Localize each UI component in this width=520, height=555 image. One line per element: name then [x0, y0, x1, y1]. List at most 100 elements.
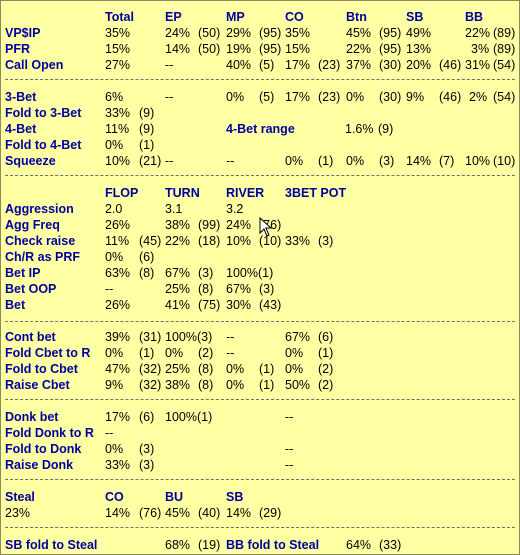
- stat-value: 41%: [165, 298, 191, 312]
- stat-row-raise-donk: Raise Donk 33% (3) --: [5, 457, 515, 473]
- stat-value: 10%: [226, 234, 252, 248]
- stat-value: 0%: [285, 362, 304, 376]
- stat-value: 0%: [346, 90, 365, 104]
- stat-value: 39%: [105, 330, 131, 344]
- stat-count: (89): [493, 42, 516, 56]
- stat-count: (9): [139, 122, 155, 136]
- stat-row-vpip: VP$IP 35% 24% (50) 29% (95) 35% 45% (95)…: [5, 25, 515, 41]
- stat-row-bet-oop: Bet OOP -- 25% (8) 67% (3): [5, 281, 515, 297]
- stat-value: 2%: [469, 90, 488, 104]
- stat-value: 0%: [346, 154, 365, 168]
- stat-value: 2.0: [105, 202, 123, 216]
- stat-value: 22%: [465, 26, 491, 40]
- stat-value: 67%: [226, 282, 252, 296]
- stat-count: (30): [379, 90, 402, 104]
- stat-count: (76): [139, 506, 162, 520]
- stat-value: 67%: [165, 266, 191, 280]
- stat-row-call-open: Call Open 27% -- 40% (5) 17% (23) 37% (3…: [5, 57, 515, 73]
- stat-label: Agg Freq: [5, 218, 60, 232]
- stat-count: (95): [379, 26, 402, 40]
- header-flop: FLOP: [105, 186, 139, 200]
- stat-count: (3): [379, 154, 395, 168]
- stat-value: 3.2: [226, 202, 244, 216]
- stat-value: 13%: [406, 42, 432, 56]
- stat-label: VP$IP: [5, 26, 41, 40]
- stat-value: 38%: [165, 378, 191, 392]
- steal-header-row: Steal CO BU SB: [5, 489, 515, 505]
- stat-label: 4-Bet: [5, 122, 37, 136]
- stat-count: (21): [139, 154, 162, 168]
- header-bu: BU: [165, 490, 184, 504]
- stat-value: 50%: [285, 378, 311, 392]
- stat-count: (95): [379, 42, 402, 56]
- stat-value: 27%: [105, 58, 131, 72]
- stat-value: 11%: [105, 234, 130, 248]
- stat-value: 33%: [105, 106, 131, 120]
- stat-count: (1): [318, 154, 334, 168]
- header-btn: Btn: [346, 10, 367, 24]
- stat-value: 30%: [226, 298, 252, 312]
- stat-value: 0%: [285, 154, 304, 168]
- stat-label: Bet OOP: [5, 282, 57, 296]
- stat-count: (6): [139, 250, 155, 264]
- stat-count: (8): [198, 362, 214, 376]
- stat-label: Fold to Donk: [5, 442, 82, 456]
- stat-value: --: [285, 410, 294, 424]
- stat-label: Aggression: [5, 202, 74, 216]
- stat-count: (50): [198, 42, 221, 56]
- stat-count: (23): [318, 58, 341, 72]
- stat-value: 33%: [285, 234, 311, 248]
- stat-value: --: [165, 154, 174, 168]
- stat-count: (43): [259, 298, 282, 312]
- stat-count: (54): [493, 58, 516, 72]
- section-divider: [5, 321, 515, 322]
- stat-count: (3): [139, 442, 155, 456]
- stat-value: 0%: [105, 346, 124, 360]
- stat-value: 40%: [226, 58, 252, 72]
- stat-count: (1): [139, 346, 155, 360]
- stat-value: 0%: [226, 362, 245, 376]
- stat-value: 63%: [105, 266, 131, 280]
- stat-row-agg-freq: Agg Freq 26% 38% (99) 24% (76): [5, 217, 515, 233]
- stat-value: 20%: [406, 58, 432, 72]
- stat-count: (2): [198, 346, 214, 360]
- stat-row-donk-bet: Donk bet 17% (6) 100%(1) --: [5, 409, 515, 425]
- stat-label: Raise Donk: [5, 458, 74, 472]
- stat-count: (1): [259, 378, 275, 392]
- stat-value: 64%: [346, 538, 372, 552]
- stat-value: --: [226, 346, 235, 360]
- stat-label: Ch/R as PRF: [5, 250, 81, 264]
- stat-row-fold-donk-to-r: Fold Donk to R --: [5, 425, 515, 441]
- stat-count: (46): [439, 90, 462, 104]
- stat-value: 26%: [105, 298, 131, 312]
- header-sb: SB: [406, 10, 424, 24]
- stat-count: (31): [139, 330, 162, 344]
- header-river: RIVER: [226, 186, 265, 200]
- stat-count: (6): [139, 410, 155, 424]
- stat-count: (9): [378, 122, 394, 136]
- stat-label: Raise Cbet: [5, 378, 70, 392]
- stat-label: 3-Bet: [5, 90, 37, 104]
- stat-count: (32): [139, 362, 162, 376]
- stat-value: 25%: [165, 282, 191, 296]
- stat-count: (1): [259, 362, 275, 376]
- stat-count: (3): [198, 266, 214, 280]
- stat-row-steal-values: 23% 14% (76) 45% (40) 14% (29): [5, 505, 515, 521]
- stat-count: (33): [379, 538, 402, 552]
- stat-label: Squeeze: [5, 154, 56, 168]
- stat-count: (89): [493, 26, 516, 40]
- stat-row-4bet: 4-Bet 11% (9) 4-Bet range 1.6% (9): [5, 121, 515, 137]
- stat-count: (46): [439, 58, 462, 72]
- stat-count: (8): [198, 282, 214, 296]
- stat-value: 10%: [465, 154, 491, 168]
- stat-value: 6%: [105, 90, 124, 104]
- stat-count: (6): [318, 330, 334, 344]
- stat-count: (54): [493, 90, 516, 104]
- stat-value: 1.6%: [345, 122, 374, 136]
- stat-row-fold-to-3bet: Fold to 3-Bet 33% (9): [5, 105, 515, 121]
- stat-count: (1): [318, 346, 334, 360]
- stat-row-bet: Bet 26% 41% (75) 30% (43): [5, 297, 515, 313]
- stat-value: 19%: [226, 42, 252, 56]
- stat-value: 37%: [346, 58, 372, 72]
- section-divider: [5, 527, 515, 528]
